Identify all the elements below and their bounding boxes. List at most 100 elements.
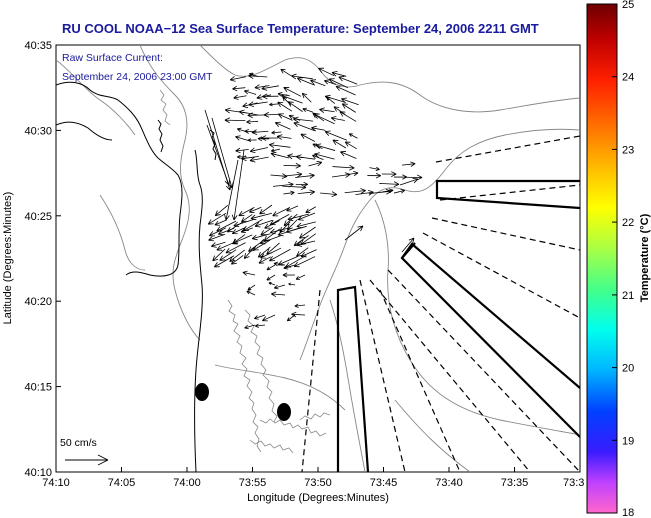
current-vector — [270, 151, 290, 159]
channel-outlines — [336, 179, 580, 472]
current-vector — [268, 282, 276, 286]
colorbar-tick-label: 23 — [622, 144, 634, 156]
current-vector — [296, 240, 316, 247]
current-vector — [295, 173, 315, 179]
nearshore-contours — [159, 89, 331, 454]
current-vector — [274, 121, 291, 130]
map-title: RU COOL NOAA−12 Sea Surface Temperature:… — [62, 21, 539, 36]
annotation-line2: September 24, 2006 23:00 GMT — [62, 71, 213, 83]
current-vector — [257, 246, 271, 258]
current-vector — [369, 166, 380, 172]
current-vector — [367, 172, 382, 179]
current-vector — [231, 149, 245, 221]
current-vector — [286, 205, 299, 212]
current-vector — [249, 147, 269, 154]
current-vector — [248, 101, 268, 108]
current-vector — [257, 136, 270, 142]
current-vector — [249, 206, 262, 213]
current-vector — [213, 255, 235, 268]
colorbar-tick-label: 21 — [622, 290, 634, 302]
y-tick-label: 40:10 — [24, 467, 52, 479]
current-vector — [282, 184, 307, 191]
x-tick-label: 73:3 — [563, 477, 584, 489]
current-vector — [401, 237, 415, 253]
current-vector — [323, 79, 337, 85]
current-vector — [233, 94, 247, 100]
current-vector — [235, 135, 249, 141]
current-vector — [269, 102, 279, 107]
current-vector — [277, 101, 293, 112]
radial-dashed-lines — [301, 135, 580, 472]
current-vector — [283, 190, 295, 196]
current-vector — [208, 233, 226, 242]
current-vector — [379, 181, 400, 187]
current-vector — [251, 129, 269, 136]
current-vector — [297, 212, 316, 221]
x-tick-label: 74:00 — [173, 477, 201, 489]
x-tick-labels: 74:10 74:05 74:00 73:55 73:50 73:45 73:4… — [42, 477, 584, 489]
current-vector — [314, 152, 335, 160]
current-vector — [268, 142, 291, 149]
current-vector — [249, 156, 269, 163]
current-vector — [393, 189, 406, 194]
current-vector — [293, 256, 316, 268]
current-vector — [247, 284, 256, 291]
current-vector — [224, 117, 246, 124]
y-tick-label: 40:20 — [24, 296, 52, 308]
current-vector — [262, 314, 276, 322]
current-vector — [210, 241, 226, 248]
colorbar-ticks — [612, 76, 617, 441]
current-vector — [332, 139, 347, 149]
colorbar-label: Temperature (°C) — [639, 213, 651, 302]
current-vector — [264, 220, 280, 229]
current-vector — [381, 171, 397, 177]
current-vector — [230, 255, 244, 265]
current-vector — [271, 291, 286, 298]
current-vector — [238, 109, 259, 116]
current-vector — [236, 154, 247, 159]
current-vector — [295, 274, 306, 280]
current-vector — [209, 227, 227, 237]
current-vector — [324, 94, 346, 103]
current-vector — [338, 76, 358, 85]
current-vector — [270, 227, 289, 235]
current-vector — [381, 188, 394, 194]
current-vector — [219, 249, 237, 261]
map-frame — [55, 44, 581, 473]
annotation-line1: Raw Surface Current: — [62, 52, 163, 64]
current-vector — [207, 212, 227, 225]
colorbar — [586, 3, 618, 514]
y-tick-label: 40:35 — [24, 40, 52, 52]
x-tick-label: 73:50 — [304, 477, 332, 489]
y-tick-label: 40:25 — [24, 211, 52, 223]
current-vector — [233, 219, 254, 228]
current-vector — [348, 133, 358, 139]
current-vector — [293, 121, 315, 132]
current-vector — [301, 92, 312, 103]
current-vector — [251, 233, 271, 241]
current-vector — [297, 189, 316, 196]
current-vector — [258, 256, 271, 264]
current-vector — [290, 73, 313, 80]
current-vector — [319, 107, 335, 113]
current-vector — [287, 213, 310, 222]
current-vector — [331, 70, 347, 77]
current-vector — [270, 148, 281, 153]
current-vector — [271, 130, 282, 135]
current-vector — [296, 77, 315, 86]
x-tick-label: 74:10 — [42, 477, 70, 489]
current-vector — [244, 89, 257, 95]
current-vector — [344, 141, 357, 150]
current-vector — [341, 103, 356, 113]
current-vector — [318, 67, 335, 77]
current-vector — [252, 239, 271, 251]
x-tick-label: 73:55 — [239, 477, 267, 489]
colorbar-tick-label: 22 — [622, 217, 634, 229]
current-vector — [266, 264, 276, 271]
current-vector — [253, 314, 266, 320]
coastline — [56, 81, 217, 472]
current-vector — [344, 225, 364, 241]
current-vector — [295, 181, 309, 187]
current-vectors — [204, 67, 423, 330]
current-vector — [231, 227, 246, 235]
